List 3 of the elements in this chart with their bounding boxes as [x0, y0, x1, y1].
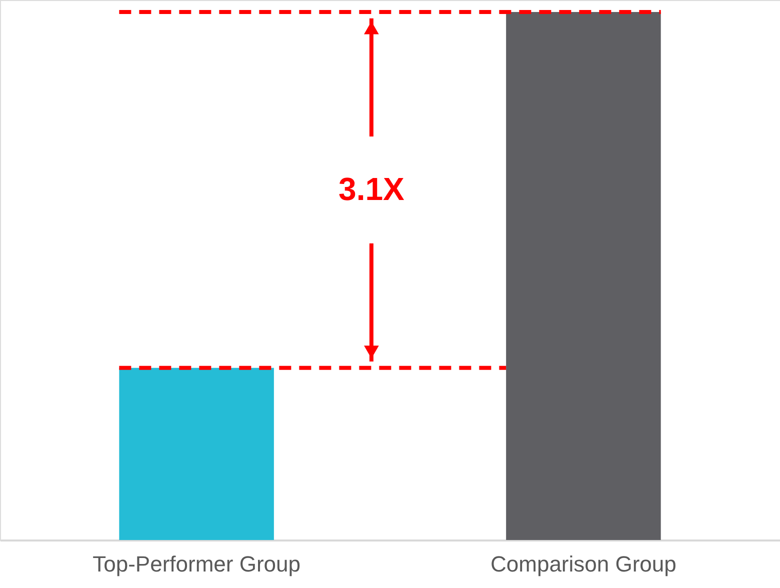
x-tick-label: Comparison Group	[490, 552, 676, 576]
annotation: 3.1X	[338, 170, 405, 207]
x-tick-label: Top-Performer Group	[92, 552, 300, 576]
